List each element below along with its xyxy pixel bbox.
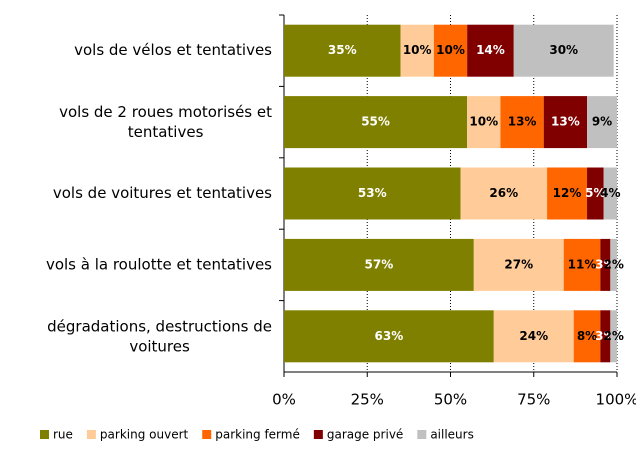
bar-segment (547, 167, 588, 220)
bar-segment (563, 238, 601, 291)
data-label: 63% (375, 329, 404, 343)
bar-segment (603, 167, 617, 220)
bar-segment (493, 310, 574, 363)
data-label: 57% (365, 257, 394, 271)
bar-segment (284, 96, 468, 149)
y-tick-label: vols de voitures et tentatives (53, 184, 272, 202)
legend-swatch (417, 430, 427, 439)
data-label: 4% (600, 186, 620, 200)
y-tick-label: dégradations, destructions de voitures (47, 317, 272, 355)
bar-segment (467, 96, 501, 149)
legend-label: parking fermé (215, 428, 300, 442)
x-tick-label: 100% (596, 391, 636, 409)
data-label: 14% (476, 43, 505, 57)
bar-segment (610, 238, 617, 291)
bar-segment (600, 238, 611, 291)
data-label: 2% (603, 257, 623, 271)
bar-segment (473, 238, 564, 291)
data-label: 12% (553, 186, 582, 200)
data-label: 10% (403, 43, 432, 57)
legend-swatch (40, 430, 49, 439)
bar-segment (543, 96, 588, 149)
data-label: 26% (489, 186, 518, 200)
data-label: 13% (551, 115, 580, 129)
data-label: 13% (508, 115, 537, 129)
data-label: 8% (577, 329, 597, 343)
data-label: 10% (436, 43, 465, 57)
x-tick-label: 0% (272, 391, 296, 409)
bar-segment (433, 24, 468, 77)
bar-segment (284, 238, 474, 291)
bar-segment (587, 167, 604, 220)
data-label: 2% (603, 329, 623, 343)
data-label: 53% (358, 186, 387, 200)
legend-swatch (202, 430, 212, 439)
x-tick-label: 25% (351, 391, 384, 409)
legend-swatch (313, 430, 323, 439)
legend-label: parking ouvert (100, 428, 189, 442)
bar-segment (284, 24, 401, 77)
bar-segment (284, 310, 494, 363)
legend-label: garage privé (327, 428, 403, 442)
x-tick-label: 75% (517, 391, 550, 409)
legend-label: rue (53, 428, 73, 442)
bar-segment (284, 167, 461, 220)
data-label: 11% (568, 257, 597, 271)
legend-label: ailleurs (430, 428, 474, 442)
bar-segment (400, 24, 434, 77)
data-label: 35% (328, 43, 357, 57)
bar-segment (467, 24, 514, 77)
bar-segment (610, 310, 617, 363)
x-tick-label: 50% (434, 391, 467, 409)
data-label: 10% (469, 115, 498, 129)
bar-segment (600, 310, 611, 363)
y-tick-label: vols à la roulotte et tentatives (46, 255, 272, 273)
bar-segment (587, 96, 617, 149)
bar-segment (500, 96, 544, 149)
legend-swatch (86, 430, 96, 439)
data-label: 55% (361, 115, 390, 129)
data-label: 27% (504, 257, 533, 271)
data-label: 9% (592, 115, 612, 129)
data-label: 5% (585, 186, 605, 200)
y-tick-label: vols de vélos et tentatives (74, 41, 272, 59)
bar-segment (513, 24, 614, 77)
bar-segment (460, 167, 548, 220)
data-label: 24% (519, 329, 548, 343)
bar-segment (573, 310, 601, 363)
y-tick-label: vols de 2 roues motorisés et tentatives (59, 103, 272, 141)
data-label: 30% (549, 43, 578, 57)
